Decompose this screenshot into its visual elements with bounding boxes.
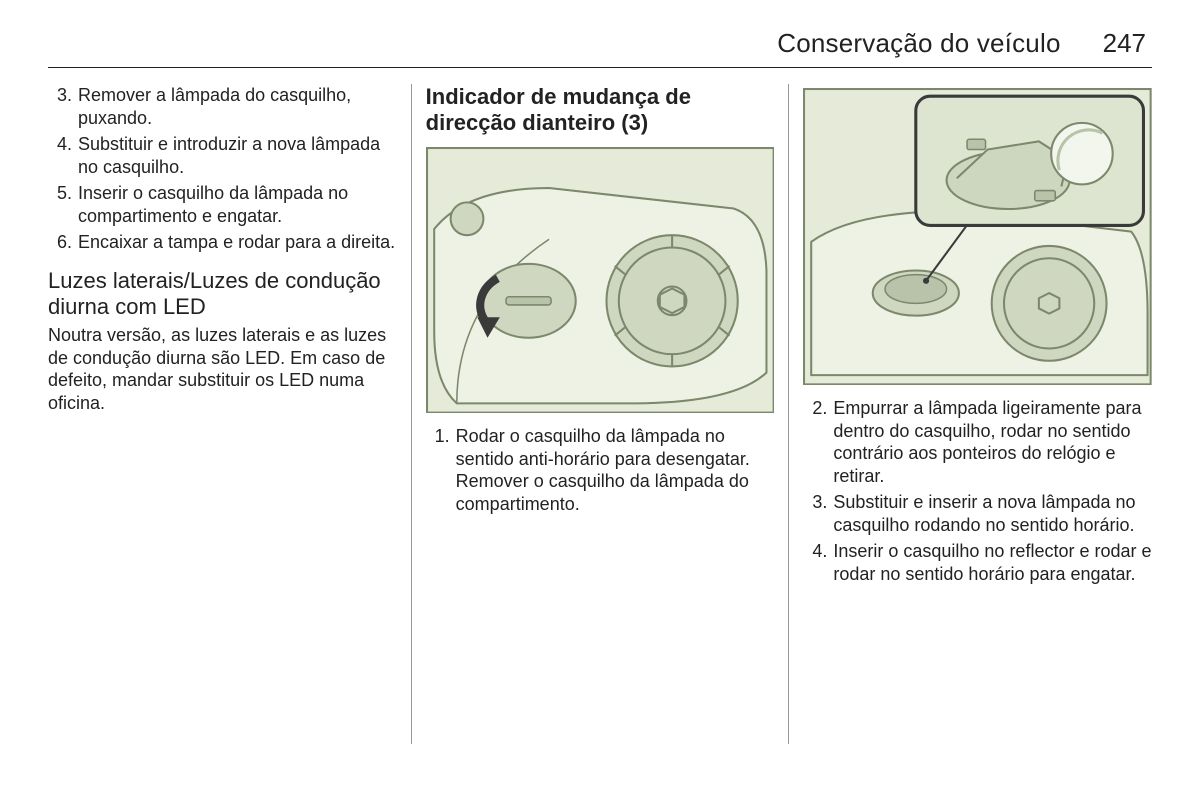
bulb-holder-illustration: [803, 88, 1152, 385]
headlamp-illustration: [426, 147, 775, 414]
figure-bulb-holder: [803, 88, 1152, 385]
chapter-title: Conservação do veículo: [777, 28, 1060, 59]
list-item: 1. Rodar o casquilho da lâmpada no senti…: [426, 425, 775, 515]
list-item: 4. Substituir e introduzir a nova lâmpad…: [48, 133, 397, 178]
page-header: Conservação do veículo 247: [48, 28, 1152, 59]
steps-list-col2: 1. Rodar o casquilho da lâmpada no senti…: [426, 425, 775, 515]
content-columns: 3. Remover a lâmpada do casquilho, puxan…: [48, 84, 1152, 744]
list-item: 5. Inserir o casquilho da lâmpada no com…: [48, 182, 397, 227]
step-text: Rodar o casquilho da lâmpada no sentido …: [456, 425, 775, 515]
column-1: 3. Remover a lâmpada do casquilho, puxan…: [48, 84, 411, 744]
column-2: Indicador de mudança de direcção diantei…: [412, 84, 789, 744]
steps-list-col3: 2. Empurrar a lâmpada ligeiramente para …: [803, 397, 1152, 585]
step-number: 6.: [48, 231, 72, 254]
page-number: 247: [1103, 28, 1146, 59]
step-text: Encaixar a tampa e rodar para a direita.: [78, 231, 395, 254]
step-text: Inserir o casquilho no reflector e rodar…: [833, 540, 1152, 585]
step-text: Remover a lâmpada do casquilho, puxando.: [78, 84, 397, 129]
subheading-led: Luzes laterais/Luzes de condução diurna …: [48, 268, 397, 321]
heading-indicator: Indicador de mudança de direcção diantei…: [426, 84, 775, 137]
step-number: 4.: [48, 133, 72, 178]
step-number: 5.: [48, 182, 72, 227]
list-item: 4. Inserir o casquilho no reflector e ro…: [803, 540, 1152, 585]
step-number: 3.: [48, 84, 72, 129]
step-number: 3.: [803, 491, 827, 536]
figure-headlamp-rear: [426, 147, 775, 414]
paragraph-led: Noutra versão, as luzes laterais e as lu…: [48, 324, 397, 414]
step-number: 4.: [803, 540, 827, 585]
step-text: Empurrar a lâmpada ligeiramente para den…: [833, 397, 1152, 487]
step-text: Inserir o casquilho da lâmpada no compar…: [78, 182, 397, 227]
continued-steps-list: 3. Remover a lâmpada do casquilho, puxan…: [48, 84, 397, 254]
list-item: 3. Remover a lâmpada do casquilho, puxan…: [48, 84, 397, 129]
step-text: Substituir e introduzir a nova lâmpada n…: [78, 133, 397, 178]
list-item: 2. Empurrar a lâmpada ligeiramente para …: [803, 397, 1152, 487]
step-text: Substituir e inserir a nova lâmpada no c…: [833, 491, 1152, 536]
header-divider: [48, 67, 1152, 68]
list-item: 6. Encaixar a tampa e rodar para a direi…: [48, 231, 397, 254]
list-item: 3. Substituir e inserir a nova lâmpada n…: [803, 491, 1152, 536]
column-3: 2. Empurrar a lâmpada ligeiramente para …: [789, 84, 1152, 744]
step-number: 1.: [426, 425, 450, 515]
step-number: 2.: [803, 397, 827, 487]
